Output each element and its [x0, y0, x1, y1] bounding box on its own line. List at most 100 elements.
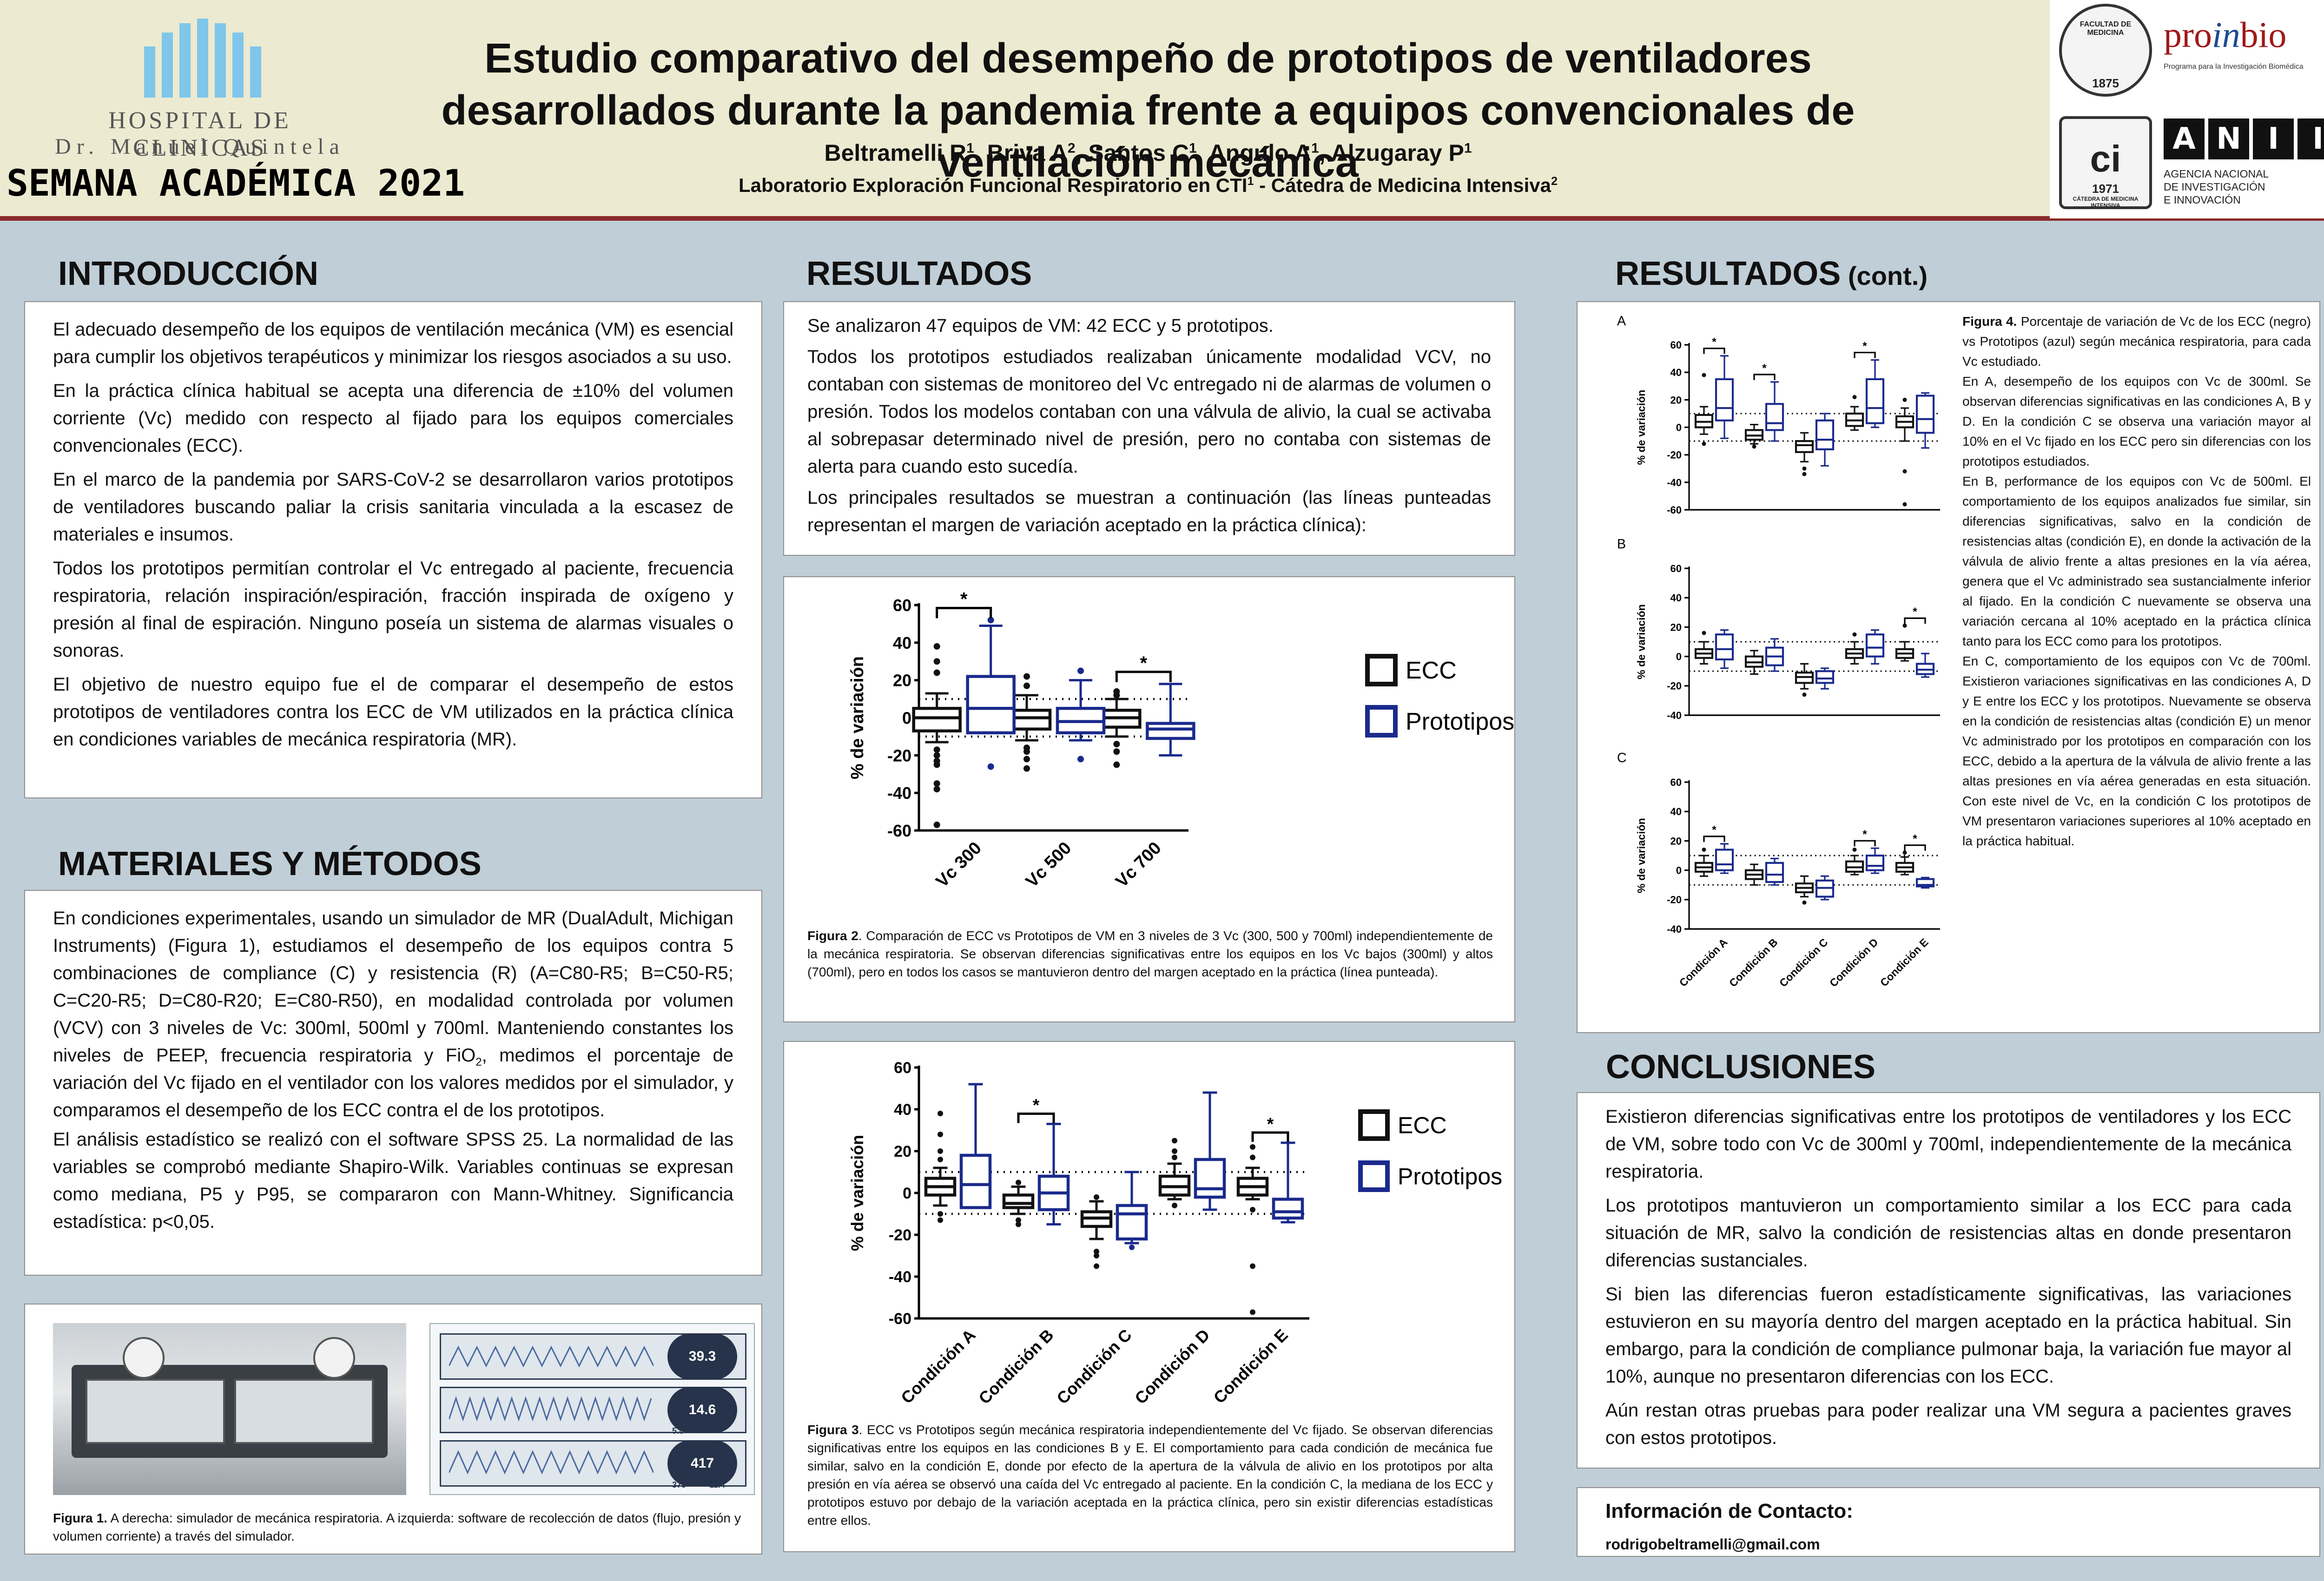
- legend-label: Prototipos: [1406, 708, 1514, 735]
- y-axis-label: % de variación: [1635, 818, 1647, 893]
- figure1-caption: Figura 1. A derecha: simulador de mecáni…: [53, 1511, 741, 1543]
- outlier-point: [933, 786, 940, 793]
- y-tick-label: 0: [1676, 865, 1682, 876]
- y-tick-label: 60: [1670, 563, 1682, 574]
- x-tick-label: Vc 700: [1112, 838, 1165, 891]
- outlier-point: [1023, 765, 1030, 772]
- box-prototipos: [1765, 381, 1784, 442]
- significance-bracket: [1251, 1131, 1289, 1142]
- box-ecc: [1694, 847, 1714, 877]
- x-tick-label: Condición D: [1131, 1325, 1214, 1408]
- hospital-columns-icon: [144, 19, 265, 98]
- outlier-point: [938, 1111, 943, 1116]
- y-tick-label: -60: [889, 1310, 911, 1328]
- figure1-box: 39.3 14.6 417 5.8 379 11.4 Figura 1. A d…: [24, 1304, 762, 1555]
- legend-swatch-ecc: [1358, 1109, 1390, 1141]
- affiliation: Laboratorio Exploración Funcional Respir…: [738, 174, 1558, 196]
- outlier-point: [1852, 395, 1857, 399]
- box-prototipos: [1915, 876, 1935, 889]
- outlier-point: [1802, 900, 1807, 905]
- y-tick-label: 0: [903, 1185, 911, 1202]
- catedra-seal-icon: ci 1971 CÁTEDRA DE MEDICINA INTENSIVA: [2059, 116, 2152, 209]
- significance-star: *: [1913, 833, 1917, 845]
- outlier-point: [938, 1148, 943, 1154]
- outlier-point: [1094, 1253, 1099, 1258]
- box-prototipos: [1865, 629, 1885, 665]
- y-tick-label: -20: [1667, 449, 1682, 461]
- significance-star: *: [1712, 336, 1717, 349]
- outlier-point: [1172, 1148, 1177, 1154]
- box-ecc: [1158, 1138, 1191, 1208]
- conclusions-box: Existieron diferencias significativas en…: [1577, 1092, 2320, 1469]
- y-tick-label: -20: [887, 746, 911, 765]
- box-prototipos: [1194, 1091, 1226, 1211]
- y-axis-label: % de variación: [1635, 390, 1647, 465]
- box-iqr: [1715, 633, 1734, 661]
- outlier-point: [1016, 1217, 1021, 1223]
- outlier-point: [1113, 761, 1120, 768]
- box-prototipos: [1865, 847, 1885, 874]
- y-tick-label: -20: [889, 1226, 911, 1244]
- y-tick-label: -60: [1667, 504, 1682, 516]
- outlier-point: [1702, 441, 1706, 446]
- figure4-box: 60 40 20 0 -20 -40 -60 % de variación * * * A 60 40 20…: [1577, 301, 2320, 1033]
- box-prototipos: [959, 1083, 992, 1209]
- box-iqr: [912, 707, 962, 733]
- x-tick-label: Condición C: [1777, 936, 1830, 989]
- box-iqr: [959, 1153, 992, 1209]
- methods-heading: MATERIALES Y MÉTODOS: [58, 845, 482, 883]
- box-ecc: [1694, 373, 1714, 446]
- significance-bracket: [936, 606, 992, 619]
- gauge-small-3: 11.4: [709, 1480, 726, 1489]
- simulator-photo: [53, 1323, 406, 1495]
- outlier-point: [933, 643, 940, 650]
- significance-star: *: [1862, 828, 1867, 841]
- outlier-point: [1016, 1221, 1021, 1227]
- outlier-point: [1094, 1194, 1099, 1200]
- y-tick-label: -40: [889, 1268, 911, 1286]
- outlier-point: [1250, 1154, 1255, 1160]
- box-iqr: [1915, 395, 1935, 434]
- significance-bracket: [1904, 617, 1926, 624]
- waveform-plots: [449, 1345, 654, 1475]
- box-ecc: [1795, 663, 1814, 697]
- box-iqr: [1002, 1193, 1035, 1209]
- y-tick-label: -40: [1667, 923, 1682, 935]
- significance-star: *: [1140, 653, 1148, 673]
- outlier-point: [1113, 748, 1120, 755]
- significance-star: *: [1712, 824, 1717, 837]
- legend-swatch-prototipos: [1358, 1160, 1390, 1192]
- y-tick-label: 20: [893, 671, 911, 690]
- outlier-point: [1902, 397, 1907, 402]
- x-tick-label: Condición B: [975, 1325, 1057, 1408]
- y-axis-label: % de variación: [1635, 604, 1647, 679]
- x-tick-label: Vc 300: [932, 838, 985, 891]
- box-ecc: [1694, 631, 1714, 665]
- figure4-chart: 60 40 20 0 -20 -40 -60 % de variación * * * A 60 40 20…: [1617, 314, 1940, 989]
- box-iqr: [1715, 378, 1734, 422]
- contact-email[interactable]: rodrigobeltramelli@gmail.com: [1605, 1536, 1820, 1553]
- box-iqr: [966, 675, 1016, 735]
- proinbio-subtitle: Programa para la Investigación Biomédica: [2164, 63, 2304, 71]
- y-tick-label: 60: [894, 1059, 911, 1077]
- outlier-point: [933, 669, 940, 676]
- outlier-point: [1094, 1249, 1099, 1254]
- outlier-point: [1802, 466, 1807, 471]
- box-prototipos: [966, 617, 1016, 770]
- box-ecc: [1744, 863, 1764, 886]
- outlier-point: [933, 746, 940, 753]
- x-tick-label: Vc 500: [1022, 838, 1075, 891]
- outlier-point: [1172, 1203, 1177, 1208]
- y-tick-label: -40: [887, 784, 911, 803]
- y-tick-label: 20: [894, 1143, 911, 1160]
- box-ecc: [1795, 432, 1814, 476]
- outlier-point: [1250, 1309, 1255, 1315]
- author-name: Beltramelli R: [824, 140, 967, 166]
- outlier-point: [1702, 847, 1706, 852]
- intro-heading: INTRODUCCIÓN: [58, 255, 318, 292]
- gauge-small-1: 5.8: [672, 1426, 684, 1436]
- box-prototipos: [1715, 629, 1734, 669]
- panel-label: B: [1617, 537, 1626, 552]
- outlier-point: [1752, 444, 1756, 449]
